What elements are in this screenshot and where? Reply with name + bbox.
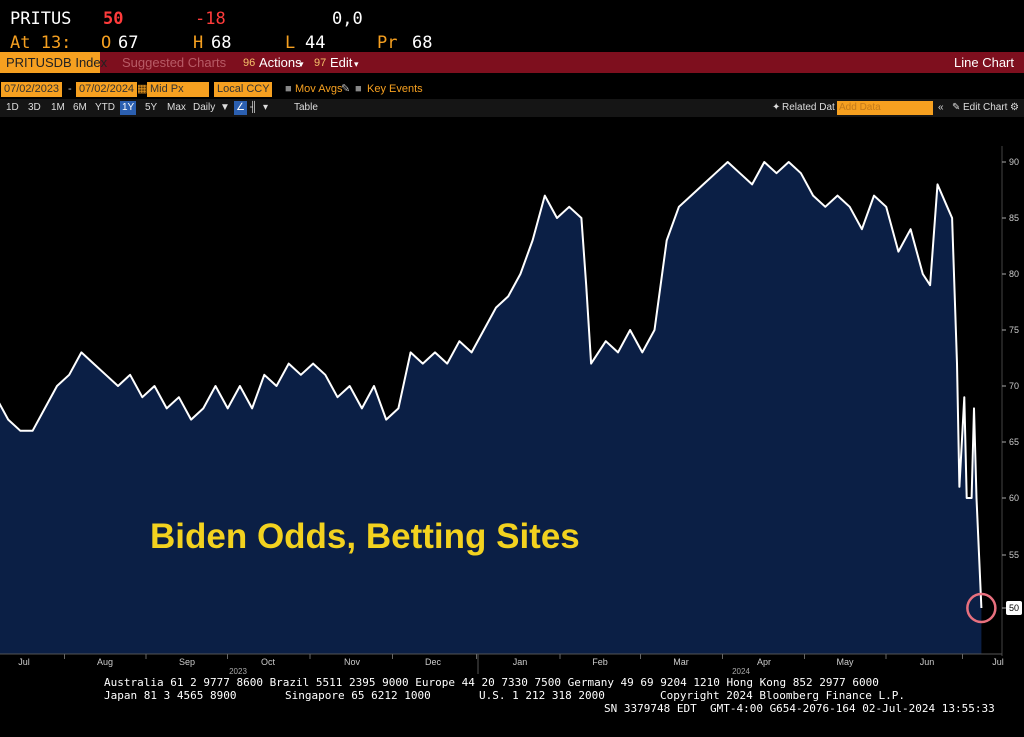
period-1m[interactable]: 1M (51, 102, 65, 113)
chart-settings-bar: 07/02/2023 - 07/02/2024 ▦ Mid Px Local C… (0, 81, 1024, 98)
quote-high: 68 (211, 33, 232, 53)
line-chart: 55 60 65 70 75 80 85 90 Jul Aug Sep Oct Nov Dec Jan Feb… (0, 118, 1024, 674)
period-5y[interactable]: 5Y (145, 102, 158, 113)
x-tick-label: Dec (425, 657, 442, 667)
footer-contacts-line1: Australia 61 2 9777 8600 Brazil 5511 239… (104, 676, 879, 689)
y-tick-label: 75 (1009, 325, 1019, 335)
x-tick-label: Aug (97, 657, 113, 667)
period-max[interactable]: Max (167, 102, 186, 113)
edit-number: 97 (314, 57, 327, 69)
footer-us: U.S. 1 212 318 2000 (479, 689, 605, 702)
quote-ticker: PRITUS (10, 9, 72, 29)
chevron-down-icon: ▾ (299, 59, 304, 69)
y-tick-label: 70 (1009, 381, 1019, 391)
footer-japan: Japan 81 3 4565 8900 (104, 689, 237, 702)
footer-copyright: Copyright 2024 Bloomberg Finance L.P. (660, 689, 906, 702)
actions-menu[interactable]: Actions (259, 55, 302, 70)
period-1y[interactable]: 1Y (120, 101, 137, 115)
frequency-select[interactable]: Daily (193, 102, 216, 113)
period-bar: 1D 3D 1M 6M YTD 1Y 5Y Max Daily ▼ ∠ ╢ ▾ … (0, 99, 1024, 117)
security-field[interactable]: PRITUSDB Index (0, 52, 107, 73)
x-tick-label: Jul (18, 657, 30, 667)
pencil-icon[interactable]: ✎ (341, 83, 351, 95)
footer: Australia 61 2 9777 8600 Brazil 5511 239… (0, 674, 1024, 737)
footer-singapore: Singapore 65 6212 1000 (285, 689, 431, 702)
end-date-field[interactable]: 07/02/2024 (76, 82, 138, 97)
x-tick-label: Sep (179, 657, 195, 667)
start-date-field[interactable]: 07/02/2023 (1, 82, 63, 97)
chart-toolbar: PRITUSDB Index Suggested Charts 96 Actio… (0, 52, 1024, 73)
mov-avgs-checkbox[interactable]: ■ (285, 83, 292, 95)
y-tick-label: 90 (1009, 157, 1019, 167)
x-year-label: 2024 (732, 667, 750, 674)
currency-select[interactable]: Local CCY (214, 82, 272, 97)
period-ytd[interactable]: YTD (95, 102, 115, 113)
period-1d[interactable]: 1D (6, 102, 19, 113)
price-field-select[interactable]: Mid Px (147, 82, 209, 97)
related-data-icon: ✦ (772, 102, 781, 113)
x-tick-label: Jun (920, 657, 935, 667)
period-3d[interactable]: 3D (28, 102, 41, 113)
table-button[interactable]: Table (294, 102, 318, 113)
x-tick-label: May (836, 657, 854, 667)
chart-type-label[interactable]: Line Chart (954, 55, 1014, 70)
y-tick-label: 55 (1009, 550, 1019, 560)
related-data-button[interactable]: Related Dat (782, 102, 835, 113)
y-tick-label: 85 (1009, 213, 1019, 223)
gear-icon[interactable]: ⚙ (1010, 102, 1019, 113)
y-tick-label: 60 (1009, 493, 1019, 503)
x-tick-label: Feb (592, 657, 608, 667)
suggested-charts-button[interactable]: Suggested Charts (122, 55, 227, 70)
quote-prev: 68 (412, 33, 433, 53)
collapse-icon[interactable]: « (938, 102, 944, 113)
series-line (0, 161, 983, 609)
pencil-icon: ✎ (952, 102, 961, 113)
last-value-marker (966, 592, 997, 624)
quote-low: 44 (305, 33, 326, 53)
bar-style-icon[interactable]: ╢ (250, 102, 258, 113)
chevron-down-icon: ▾ (354, 59, 359, 69)
quote-low-label: L (285, 33, 296, 53)
y-tick-label: 80 (1009, 269, 1019, 279)
chevron-down-icon: ▾ (263, 102, 269, 113)
x-tick-label: Jan (513, 657, 528, 667)
last-value-badge: 50 (1006, 601, 1022, 615)
quote-last: 50 (103, 9, 124, 29)
quote-header: PRITUS 50 -18 0,0 At 13: O 67 H 68 L 44 … (0, 0, 1024, 53)
x-tick-label: Oct (261, 657, 276, 667)
quote-prev-label: Pr (377, 33, 398, 53)
quote-bid-ask: 0,0 (332, 9, 363, 29)
x-year-label: 2023 (229, 667, 247, 674)
last-value-label: 50 (1009, 603, 1019, 613)
add-data-input[interactable] (837, 101, 933, 115)
line-chart-icon[interactable]: ∠ (234, 101, 247, 115)
key-events-checkbox[interactable]: ■ (355, 83, 362, 95)
calendar-icon[interactable]: ▦ (137, 83, 148, 95)
key-events-label[interactable]: Key Events (367, 83, 423, 95)
footer-session-info: SN 3379748 EDT GMT-4:00 G654-2076-164 02… (604, 702, 995, 715)
series-area (0, 162, 982, 654)
add-data-placeholder: Add Data (839, 102, 881, 113)
edit-menu[interactable]: Edit (330, 55, 353, 70)
chart-title: Biden Odds, Betting Sites (150, 517, 580, 556)
quote-time-label: At 13: (10, 33, 72, 53)
x-tick-label: Jul (992, 657, 1004, 667)
x-tick-label: Mar (673, 657, 689, 667)
period-6m[interactable]: 6M (73, 102, 87, 113)
quote-open: 67 (118, 33, 139, 53)
actions-number: 96 (243, 57, 256, 69)
x-tick-label: Apr (757, 657, 771, 667)
edit-chart-button[interactable]: Edit Chart (963, 102, 1008, 113)
y-tick-label: 65 (1009, 437, 1019, 447)
quote-open-label: O (101, 33, 112, 53)
date-separator: - (68, 83, 72, 95)
mov-avgs-label[interactable]: Mov Avgs (295, 83, 343, 95)
chevron-down-icon: ▼ (220, 102, 230, 113)
x-tick-label: Nov (344, 657, 361, 667)
quote-change: -18 (195, 9, 226, 29)
quote-high-label: H (193, 33, 204, 53)
